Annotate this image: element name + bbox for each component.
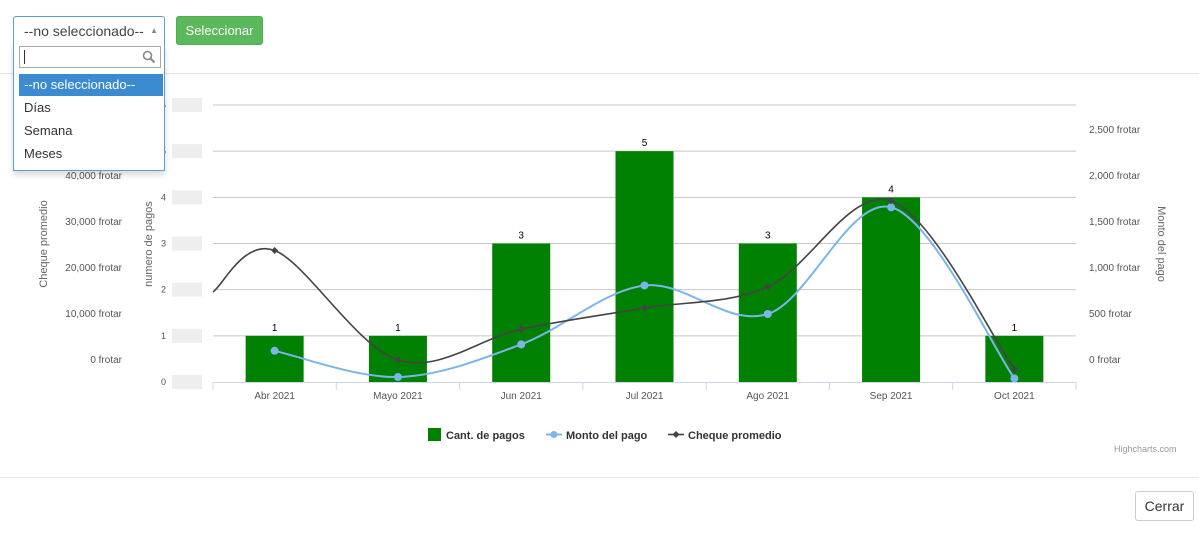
left-inner-tick-bg — [172, 98, 202, 112]
cheque-point — [887, 197, 895, 205]
footer-divider — [0, 477, 1199, 478]
bar — [245, 335, 304, 382]
cheque-point — [394, 356, 402, 364]
left-outer-tick-label: 20,000 frotar — [65, 263, 122, 274]
left-outer-tick-label: 10,000 frotar — [65, 309, 122, 320]
right-tick-label: 1,000 frotar — [1089, 263, 1141, 274]
monto-point — [517, 340, 526, 349]
legend-item-cheque: Cheque promedio — [688, 430, 782, 442]
bar-data-label: 4 — [888, 184, 894, 195]
x-tick-label: Oct 2021 — [994, 391, 1035, 402]
right-tick-label: 1,500 frotar — [1089, 217, 1141, 228]
left-inner-tick-bg — [172, 236, 202, 251]
left-inner-tick-bg — [172, 144, 202, 159]
chart-legend[interactable]: Cant. de pagos Monto del pago Cheque prome… — [428, 428, 782, 442]
right-tick-label: 2,000 frotar — [1089, 171, 1141, 182]
dropdown-option-semana[interactable]: Semana — [24, 123, 73, 138]
bar — [492, 243, 551, 382]
left-outer-tick-label: 40,000 frotar — [65, 171, 122, 182]
legend-symbol-monto-marker — [550, 431, 558, 438]
close-button[interactable]: Cerrar — [1135, 491, 1194, 521]
bar-data-label: 1 — [1012, 323, 1018, 334]
bar-data-label: 1 — [395, 323, 401, 334]
left-inner-tick-bg — [172, 375, 202, 389]
left-inner-axis-title: numero de pagos — [143, 201, 155, 287]
x-tick-label: Jun 2021 — [501, 391, 543, 402]
dropdown-search-input[interactable] — [19, 46, 161, 68]
legend-symbol-bar — [428, 428, 441, 441]
legend-item-monto: Monto del pago — [566, 430, 648, 442]
line-series — [212, 197, 1019, 383]
period-select[interactable]: --no seleccionado-- ▲ — [13, 16, 165, 44]
x-tick-label: Abr 2021 — [254, 391, 295, 402]
x-tick-label: Jul 2021 — [626, 391, 664, 402]
cheque-point — [764, 283, 772, 291]
left-inner-tick-bg — [172, 282, 202, 297]
bar-data-label: 3 — [518, 231, 524, 242]
monto-point — [763, 310, 772, 318]
legend-symbol-cheque-marker — [672, 431, 680, 438]
cheque-point — [271, 247, 279, 255]
cheque-point — [1010, 365, 1018, 373]
dropdown-option-meses[interactable]: Meses — [24, 146, 63, 161]
bar-data-label: 5 — [642, 138, 648, 149]
monto-point — [1010, 374, 1019, 383]
right-axis-title: Monto del pago — [1155, 206, 1167, 282]
right-tick-label: 0 frotar — [1089, 355, 1121, 366]
select-button[interactable]: Seleccionar — [176, 16, 263, 45]
dropdown-option-none[interactable]: --no seleccionado-- — [19, 74, 163, 96]
left-inner-tick-label: 0 — [161, 377, 166, 387]
left-inner-tick-label: 3 — [161, 239, 166, 249]
right-tick-label: 2,500 frotar — [1089, 125, 1141, 136]
bar-series-cant-pagos — [245, 151, 1044, 382]
bar-data-label: 1 — [272, 323, 278, 334]
monto-point — [270, 346, 279, 355]
bar — [985, 335, 1044, 382]
left-outer-tick-label: 30,000 frotar — [65, 217, 122, 228]
monto-point — [393, 373, 402, 382]
period-dropdown: --no seleccionado-- Días Semana Meses — [13, 43, 165, 171]
chevron-up-icon: ▲ — [150, 26, 158, 35]
bar — [615, 151, 674, 382]
bar-data-labels: 1 1 3 5 3 4 1 — [272, 138, 1018, 334]
left-inner-tick-label: 1 — [161, 331, 166, 341]
bar-data-label: 3 — [765, 231, 771, 242]
cheque-point — [517, 325, 525, 333]
x-tick-label: Sep 2021 — [870, 391, 913, 402]
chart-credits[interactable]: Highcharts.com — [1114, 444, 1177, 454]
text-caret — [24, 50, 25, 64]
left-inner-tick-bg — [172, 190, 202, 205]
monto-point — [640, 281, 649, 290]
x-tick-label: Mayo 2021 — [373, 391, 423, 402]
toolbar-divider — [0, 73, 1199, 74]
legend-item-cant-pagos: Cant. de pagos — [446, 430, 525, 442]
left-inner-tick-label: 4 — [161, 192, 166, 202]
left-outer-tick-label: 0 frotar — [90, 355, 122, 366]
left-outer-axis-title: Cheque promedio — [38, 200, 50, 287]
x-tick-label: Ago 2021 — [746, 391, 789, 402]
bar — [862, 197, 921, 382]
chart-axes: Abr 2021 Mayo 2021 Jun 2021 Jul 2021 Ago 202… — [38, 98, 1167, 402]
right-tick-label: 500 frotar — [1089, 309, 1132, 320]
left-inner-tick-label: 2 — [161, 285, 166, 295]
left-inner-tick-bg — [172, 328, 202, 343]
monto-point — [887, 203, 896, 212]
dropdown-option-dias[interactable]: Días — [24, 100, 51, 115]
period-select-value: --no seleccionado-- — [24, 23, 144, 39]
search-icon — [142, 50, 156, 64]
cheque-point — [641, 304, 648, 312]
